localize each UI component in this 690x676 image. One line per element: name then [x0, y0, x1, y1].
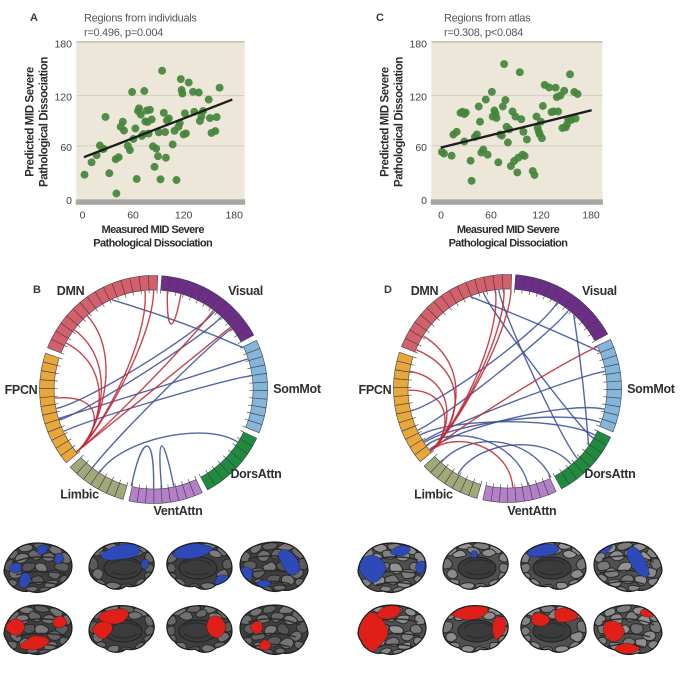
svg-text:Pathological Dissociation: Pathological Dissociation — [394, 57, 406, 187]
svg-text:Measured MID Severe: Measured MID Severe — [457, 224, 560, 236]
svg-text:180: 180 — [225, 209, 243, 221]
svg-text:Visual: Visual — [582, 284, 617, 298]
svg-text:0: 0 — [438, 209, 444, 221]
svg-text:DorsAttn: DorsAttn — [230, 467, 281, 481]
svg-text:SomMot: SomMot — [273, 382, 322, 396]
svg-text:r=0.308, p<0.084: r=0.308, p<0.084 — [444, 27, 523, 39]
svg-text:VentAttn: VentAttn — [154, 504, 203, 518]
svg-text:Pathological Dissociation: Pathological Dissociation — [93, 238, 213, 250]
svg-text:0: 0 — [421, 195, 427, 207]
svg-text:180: 180 — [54, 39, 72, 51]
svg-text:Pathological Dissociation: Pathological Dissociation — [449, 238, 569, 250]
svg-text:120: 120 — [409, 92, 427, 104]
svg-text:120: 120 — [532, 209, 550, 221]
svg-text:Visual: Visual — [228, 284, 263, 298]
svg-text:180: 180 — [409, 39, 427, 51]
svg-text:VentAttn: VentAttn — [507, 504, 556, 518]
svg-text:60: 60 — [485, 209, 497, 221]
svg-text:Measured MID Severe: Measured MID Severe — [102, 224, 205, 236]
svg-text:r=0.496, p=0.004: r=0.496, p=0.004 — [84, 27, 163, 39]
svg-text:Predicted MID Severe: Predicted MID Severe — [380, 67, 392, 177]
svg-text:60: 60 — [415, 142, 427, 154]
svg-text:Regions from atlas: Regions from atlas — [444, 13, 531, 25]
svg-text:SomMot: SomMot — [627, 382, 676, 396]
svg-text:B: B — [33, 284, 41, 296]
svg-text:D: D — [384, 284, 392, 296]
svg-text:180: 180 — [582, 209, 600, 221]
svg-text:0: 0 — [80, 209, 86, 221]
svg-text:Pathological Dissociation: Pathological Dissociation — [39, 57, 51, 187]
svg-text:60: 60 — [60, 142, 72, 154]
svg-text:DMN: DMN — [57, 284, 85, 298]
svg-text:Limbic: Limbic — [414, 488, 453, 502]
svg-text:120: 120 — [54, 92, 72, 104]
svg-text:60: 60 — [127, 209, 139, 221]
svg-text:A: A — [30, 12, 38, 24]
svg-text:0: 0 — [66, 195, 72, 207]
svg-text:FPCN: FPCN — [5, 383, 38, 397]
svg-text:Predicted MID Severe: Predicted MID Severe — [25, 67, 37, 177]
svg-text:Regions from individuals: Regions from individuals — [84, 13, 197, 25]
svg-text:DorsAttn: DorsAttn — [584, 467, 635, 481]
svg-text:120: 120 — [175, 209, 193, 221]
svg-text:FPCN: FPCN — [358, 383, 391, 397]
svg-text:Limbic: Limbic — [60, 488, 99, 502]
svg-text:DMN: DMN — [411, 284, 439, 298]
svg-text:C: C — [376, 12, 384, 24]
